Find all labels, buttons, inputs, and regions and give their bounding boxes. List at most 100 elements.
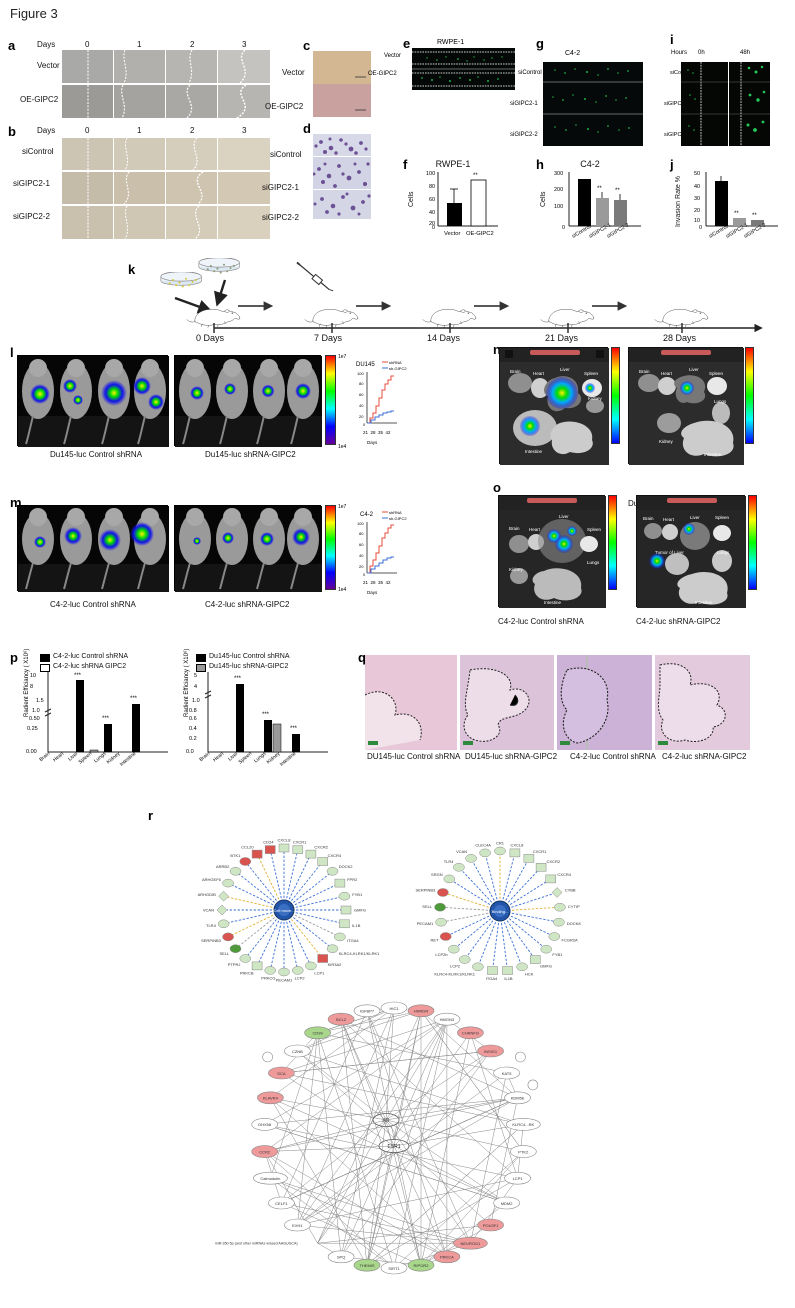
- svg-text:Intestine: Intestine: [544, 600, 562, 605]
- svg-text:LCP1: LCP1: [513, 1176, 524, 1181]
- svg-text:CHRNFG: CHRNFG: [462, 1031, 479, 1036]
- svg-text:0.2: 0.2: [189, 736, 197, 742]
- svg-text:Spleen: Spleen: [77, 751, 93, 766]
- svg-text:DOCK8: DOCK8: [567, 921, 582, 926]
- svg-text:RET: RET: [431, 938, 440, 943]
- svg-text:Intestine: Intestine: [704, 452, 722, 457]
- svg-text:Brain: Brain: [38, 751, 51, 763]
- svg-text:20: 20: [359, 414, 364, 419]
- svg-text:EXH1: EXH1: [292, 1223, 303, 1228]
- svg-text:Intestine: Intestine: [279, 751, 298, 768]
- svg-text:Lungs: Lungs: [714, 399, 727, 404]
- svg-text:Spleen: Spleen: [715, 515, 730, 520]
- svg-text:ARHGEF6: ARHGEF6: [202, 877, 222, 882]
- svg-text:Kidney: Kidney: [509, 567, 524, 572]
- svg-text:PTPRJ: PTPRJ: [228, 962, 241, 967]
- svg-text:DU145: DU145: [356, 362, 375, 368]
- svg-text:CCL20: CCL20: [241, 844, 254, 849]
- svg-text:***: ***: [130, 696, 138, 702]
- svg-text:GMFG: GMFG: [540, 964, 552, 969]
- svg-text:IGFBP7: IGFBP7: [360, 1009, 375, 1014]
- svg-text:***: ***: [290, 726, 298, 732]
- svg-text:THEMIS: THEMIS: [359, 1263, 374, 1268]
- svg-text:80: 80: [359, 381, 364, 386]
- svg-text:RIPOR2: RIPOR2: [414, 1263, 430, 1268]
- svg-text:Spleen: Spleen: [587, 527, 602, 532]
- svg-text:0.00: 0.00: [26, 749, 37, 755]
- svg-text:VCAN: VCAN: [456, 849, 467, 854]
- svg-text:NEUROG1: NEUROG1: [461, 1241, 482, 1246]
- svg-text:1.0: 1.0: [32, 708, 40, 714]
- svg-text:HNRDR: HNRDR: [414, 1009, 429, 1014]
- svg-text:LCP2b: LCP2b: [435, 952, 448, 957]
- svg-text:Kidney: Kidney: [588, 396, 603, 401]
- svg-text:Spleen: Spleen: [237, 751, 253, 766]
- svg-text:10: 10: [30, 673, 36, 679]
- svg-text:60: 60: [359, 392, 364, 397]
- svg-text:miR-26b-5p (and other miRNAs w: miR-26b-5p (and other miRNAs w/seed AAGU…: [215, 1242, 298, 1246]
- svg-text:Heart: Heart: [529, 527, 541, 532]
- svg-text:***: ***: [74, 673, 82, 679]
- svg-text:0.0: 0.0: [186, 749, 194, 755]
- svg-text:CD24: CD24: [263, 839, 274, 844]
- svg-text:Lungs: Lungs: [587, 560, 600, 565]
- svg-text:Heart: Heart: [661, 371, 673, 376]
- svg-text:DHX58: DHX58: [258, 1122, 272, 1127]
- svg-text:Calmodulin: Calmodulin: [260, 1176, 280, 1181]
- svg-text:Binding...: Binding...: [492, 909, 509, 914]
- svg-text:CXCR1: CXCR1: [293, 839, 307, 844]
- svg-text:VCAN: VCAN: [203, 908, 214, 913]
- svg-text:Kidney: Kidney: [659, 439, 674, 444]
- svg-text:40: 40: [359, 403, 364, 408]
- svg-text:100: 100: [357, 521, 364, 526]
- svg-text:Brain: Brain: [509, 526, 520, 531]
- svg-text:SRGN: SRGN: [431, 872, 443, 877]
- svg-text:CXCR2: CXCR2: [314, 844, 328, 849]
- svg-text:CXCL8: CXCL8: [278, 838, 292, 843]
- svg-text:ARRB2: ARRB2: [216, 864, 230, 869]
- svg-text:CR1: CR1: [496, 841, 505, 846]
- svg-text:CXCL8: CXCL8: [510, 843, 524, 848]
- svg-text:80: 80: [359, 531, 364, 536]
- svg-text:Radient Efficiancy ( X10⁶): Radient Efficiancy ( X10⁶): [183, 649, 190, 717]
- svg-text:FCGR2A: FCGR2A: [562, 938, 579, 943]
- svg-text:0.25: 0.25: [27, 726, 38, 732]
- svg-text:CXCR1: CXCR1: [533, 849, 547, 854]
- svg-text:POU3F1: POU3F1: [483, 1223, 499, 1228]
- svg-text:Intestine: Intestine: [695, 600, 713, 605]
- svg-text:CYBB: CYBB: [565, 888, 576, 893]
- svg-text:BTK1: BTK1: [230, 853, 241, 858]
- svg-text:HMGN3: HMGN3: [440, 1017, 455, 1022]
- svg-text:0: 0: [363, 422, 366, 427]
- svg-text:sh-GIPC2: sh-GIPC2: [389, 366, 407, 371]
- svg-text:SELL: SELL: [422, 904, 433, 909]
- svg-text:Spleen: Spleen: [584, 371, 599, 376]
- svg-text:Brain: Brain: [198, 751, 211, 763]
- svg-text:CXCR2: CXCR2: [547, 859, 561, 864]
- svg-text:KIR3A2: KIR3A2: [328, 962, 343, 967]
- svg-text:FYB1: FYB1: [552, 952, 563, 957]
- svg-text:Liver: Liver: [560, 367, 570, 372]
- svg-text:Brain: Brain: [639, 369, 650, 374]
- svg-text:TLR4: TLR4: [206, 923, 217, 928]
- svg-text:KDM5E: KDM5E: [511, 1096, 525, 1101]
- svg-text:SERPINB3: SERPINB3: [201, 938, 222, 943]
- svg-text:TLR4: TLR4: [444, 859, 455, 864]
- svg-text:0.4: 0.4: [189, 726, 197, 732]
- svg-text:Heart: Heart: [663, 517, 675, 522]
- svg-text:LCP2: LCP2: [450, 964, 461, 969]
- svg-text:100: 100: [357, 371, 364, 376]
- svg-text:Liver: Liver: [689, 367, 699, 372]
- svg-text:CXCR4: CXCR4: [328, 853, 342, 858]
- svg-text:KLRC4...RK: KLRC4...RK: [512, 1122, 534, 1127]
- svg-text:Brain: Brain: [510, 369, 521, 374]
- svg-text:0.50: 0.50: [29, 716, 40, 722]
- svg-text:4: 4: [194, 684, 197, 690]
- svg-text:Intestine: Intestine: [119, 751, 138, 768]
- svg-text:PRKCA: PRKCA: [440, 1255, 454, 1260]
- svg-text:20: 20: [359, 564, 364, 569]
- svg-text:8: 8: [30, 684, 33, 690]
- svg-text:***: ***: [262, 712, 270, 718]
- svg-text:21 28 35 42: 21 28 35 42: [363, 430, 391, 435]
- svg-text:CD99: CD99: [312, 1031, 323, 1036]
